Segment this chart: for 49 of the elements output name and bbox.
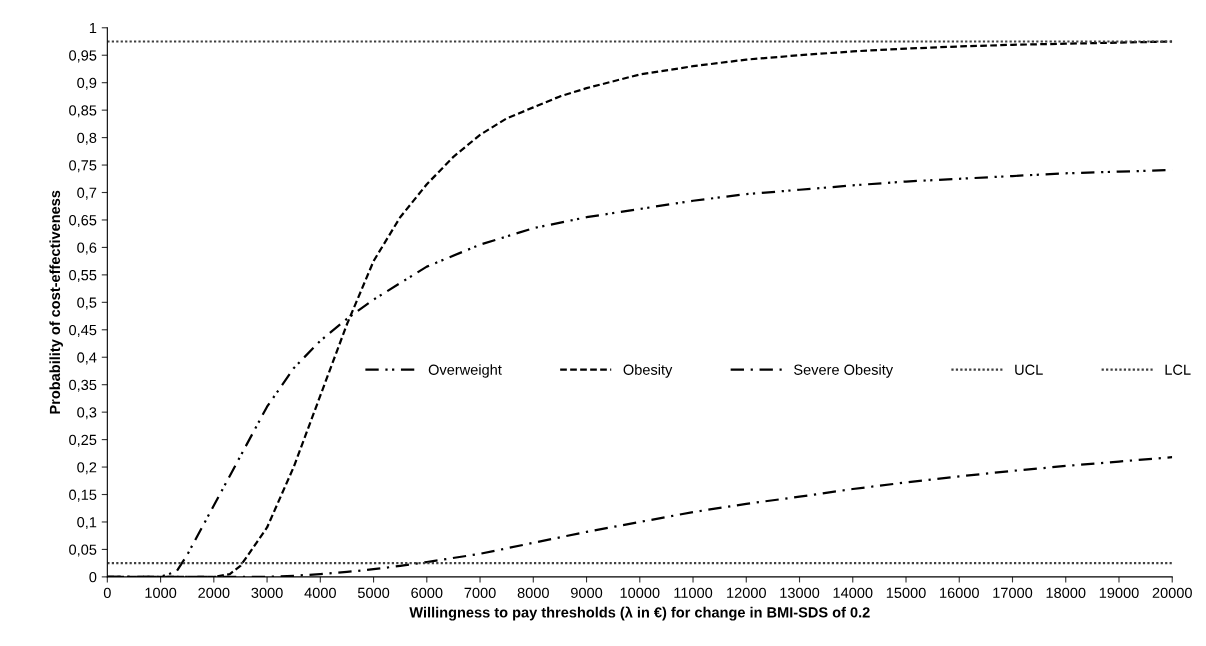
y-tick-label: 0,5 <box>77 297 97 310</box>
x-axis-title: Willingness to pay thresholds (λ in €) for change in BMI-SDS of 0.2 <box>409 606 870 621</box>
x-tick-label: 17000 <box>993 587 1033 599</box>
x-tick-label: 13000 <box>780 587 820 599</box>
y-tick-label: 0,35 <box>69 379 97 392</box>
y-tick-label: 0,15 <box>69 489 97 502</box>
x-tick-label: 4000 <box>304 587 336 599</box>
y-tick-label: 0,55 <box>69 269 97 283</box>
y-tick-label: 0,1 <box>77 517 97 530</box>
y-tick-label: 0,4 <box>77 352 97 365</box>
x-tick-label: 1000 <box>145 587 177 599</box>
x-tick-label: 0 <box>103 587 111 599</box>
y-tick-label: 1 <box>89 23 97 34</box>
x-tick-label: 9000 <box>571 587 603 599</box>
x-tick-label: 8000 <box>517 587 549 599</box>
legend-label: LCL <box>1165 364 1191 375</box>
y-tick-label: 0,45 <box>69 324 97 337</box>
x-tick-label: 5000 <box>357 587 390 599</box>
y-tick-label: 0,8 <box>77 132 97 145</box>
x-tick-label: 2000 <box>198 587 230 599</box>
y-axis-title: Probability of cost-effectiveness <box>49 190 63 414</box>
x-tick-label: 6000 <box>411 587 443 599</box>
x-tick-label: 19000 <box>1099 587 1139 599</box>
y-tick-label: 0,25 <box>69 434 97 447</box>
legend-label: Obesity <box>623 364 673 378</box>
y-tick-label: 0,95 <box>69 50 97 63</box>
legend-label: Overweight <box>428 364 502 378</box>
x-tick-label: 15000 <box>886 587 926 599</box>
y-tick-label: 0,9 <box>77 77 97 90</box>
x-tick-label: 16000 <box>940 587 979 599</box>
x-tick-label: 18000 <box>1046 587 1086 599</box>
y-tick-label: 0,6 <box>77 242 97 255</box>
y-tick-label: 0,05 <box>69 544 97 557</box>
x-tick-label: 14000 <box>833 587 873 599</box>
y-tick-label: 0,75 <box>69 160 97 173</box>
x-tick-label: 11000 <box>674 587 713 599</box>
x-tick-label: 20000 <box>1152 587 1192 599</box>
legend-label: UCL <box>1015 364 1043 375</box>
x-tick-label: 10000 <box>620 587 660 599</box>
y-tick-label: 0,3 <box>77 407 97 420</box>
y-tick-label: 0,7 <box>77 187 97 200</box>
x-tick-label: 7000 <box>464 587 496 599</box>
legend-label: Severe Obesity <box>794 364 894 378</box>
x-tick-label: 12000 <box>727 587 766 599</box>
y-tick-label: 0,2 <box>77 462 97 475</box>
y-tick-label: 0,85 <box>69 105 97 118</box>
x-tick-label: 3000 <box>251 587 283 599</box>
y-tick-label: 0,65 <box>69 215 97 228</box>
y-tick-label: 0 <box>89 571 97 583</box>
